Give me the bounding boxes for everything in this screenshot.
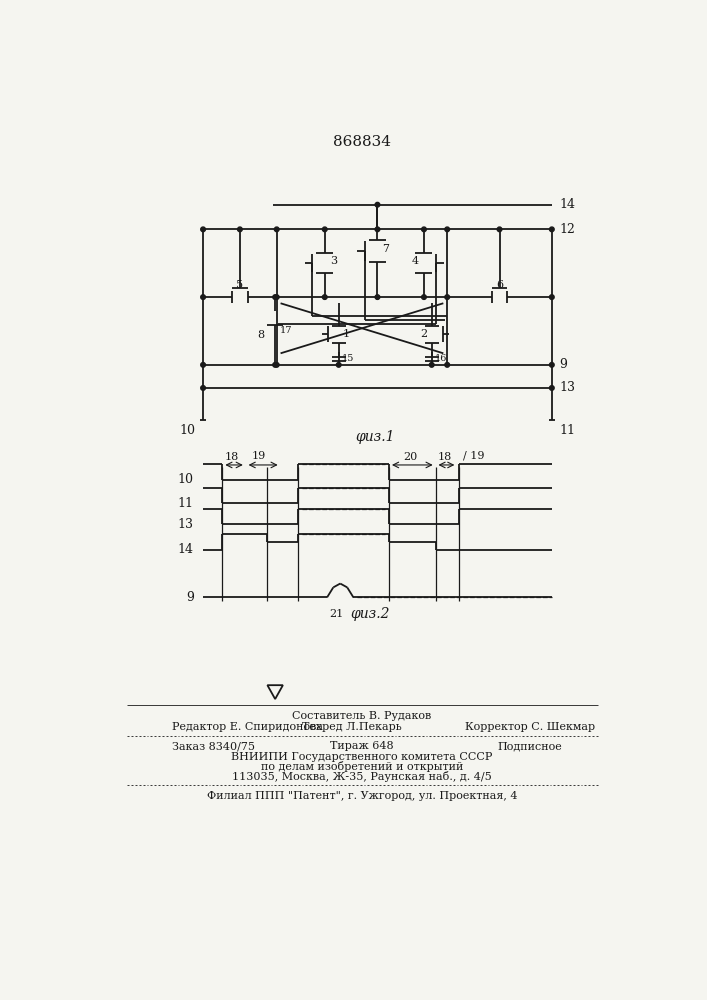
Text: 9: 9 [559, 358, 568, 371]
Text: 10: 10 [177, 473, 194, 486]
Circle shape [201, 363, 206, 367]
Circle shape [274, 363, 279, 367]
Circle shape [549, 386, 554, 390]
Text: 1: 1 [343, 329, 350, 339]
Circle shape [445, 227, 450, 232]
Text: 113035, Москва, Ж-35, Раунская наб., д. 4/5: 113035, Москва, Ж-35, Раунская наб., д. … [232, 771, 492, 782]
Circle shape [375, 202, 380, 207]
Text: Филиал ППП "Патент", г. Ужгород, ул. Проектная, 4: Филиал ППП "Патент", г. Ужгород, ул. Про… [206, 791, 518, 801]
Circle shape [549, 227, 554, 232]
Text: 7: 7 [382, 244, 390, 254]
Circle shape [322, 227, 327, 232]
Text: Тираж 648: Тираж 648 [330, 741, 394, 751]
Circle shape [421, 227, 426, 232]
Text: 18: 18 [225, 452, 239, 462]
Circle shape [445, 363, 450, 367]
Circle shape [375, 295, 380, 299]
Text: 3: 3 [329, 256, 337, 266]
Circle shape [337, 363, 341, 367]
Text: / 19: / 19 [462, 451, 484, 461]
Text: 868834: 868834 [333, 135, 391, 149]
Text: 12: 12 [559, 223, 575, 236]
Circle shape [429, 363, 434, 367]
Text: 13: 13 [559, 381, 575, 394]
Text: 17: 17 [280, 326, 292, 335]
Text: 6: 6 [496, 280, 503, 290]
Text: 21: 21 [329, 609, 344, 619]
Circle shape [445, 295, 450, 299]
Text: Корректор С. Шекмар: Корректор С. Шекмар [465, 722, 595, 732]
Text: 14: 14 [177, 543, 194, 556]
Text: Составитель В. Рудаков: Составитель В. Рудаков [292, 711, 431, 721]
Text: по делам изобретений и открытий: по делам изобретений и открытий [261, 761, 463, 772]
Text: 18: 18 [438, 452, 452, 462]
Text: 20: 20 [404, 452, 418, 462]
Circle shape [274, 227, 279, 232]
Text: Техред Л.Пекарь: Техред Л.Пекарь [302, 722, 402, 732]
Text: Редактор Е. Спиридонова: Редактор Е. Спиридонова [172, 722, 323, 732]
Circle shape [274, 295, 279, 299]
Text: 9: 9 [186, 591, 194, 604]
Text: 5: 5 [236, 280, 243, 290]
Text: 11: 11 [177, 497, 194, 510]
Text: φиз.2: φиз.2 [350, 607, 390, 621]
Text: Заказ 8340/75: Заказ 8340/75 [172, 741, 255, 751]
Circle shape [549, 363, 554, 367]
Circle shape [201, 227, 206, 232]
Text: Подписное: Подписное [498, 741, 563, 751]
Text: 15: 15 [341, 354, 354, 363]
Circle shape [201, 295, 206, 299]
Text: 4: 4 [412, 256, 419, 266]
Text: 14: 14 [559, 198, 575, 211]
Text: 19: 19 [252, 451, 266, 461]
Text: ВНИИПИ Государственного комитета СССР: ВНИИПИ Государственного комитета СССР [231, 752, 493, 762]
Circle shape [201, 386, 206, 390]
Circle shape [273, 363, 277, 367]
Circle shape [322, 295, 327, 299]
Text: 8: 8 [257, 330, 264, 340]
Circle shape [549, 295, 554, 299]
Text: 16: 16 [435, 354, 448, 363]
Text: 10: 10 [180, 424, 195, 437]
Circle shape [375, 227, 380, 232]
Circle shape [421, 295, 426, 299]
Circle shape [273, 295, 277, 299]
Text: 13: 13 [177, 518, 194, 531]
Text: 11: 11 [559, 424, 575, 437]
Circle shape [238, 227, 243, 232]
Text: 2: 2 [421, 329, 428, 339]
Circle shape [497, 227, 502, 232]
Text: φиз.1: φиз.1 [356, 430, 395, 444]
